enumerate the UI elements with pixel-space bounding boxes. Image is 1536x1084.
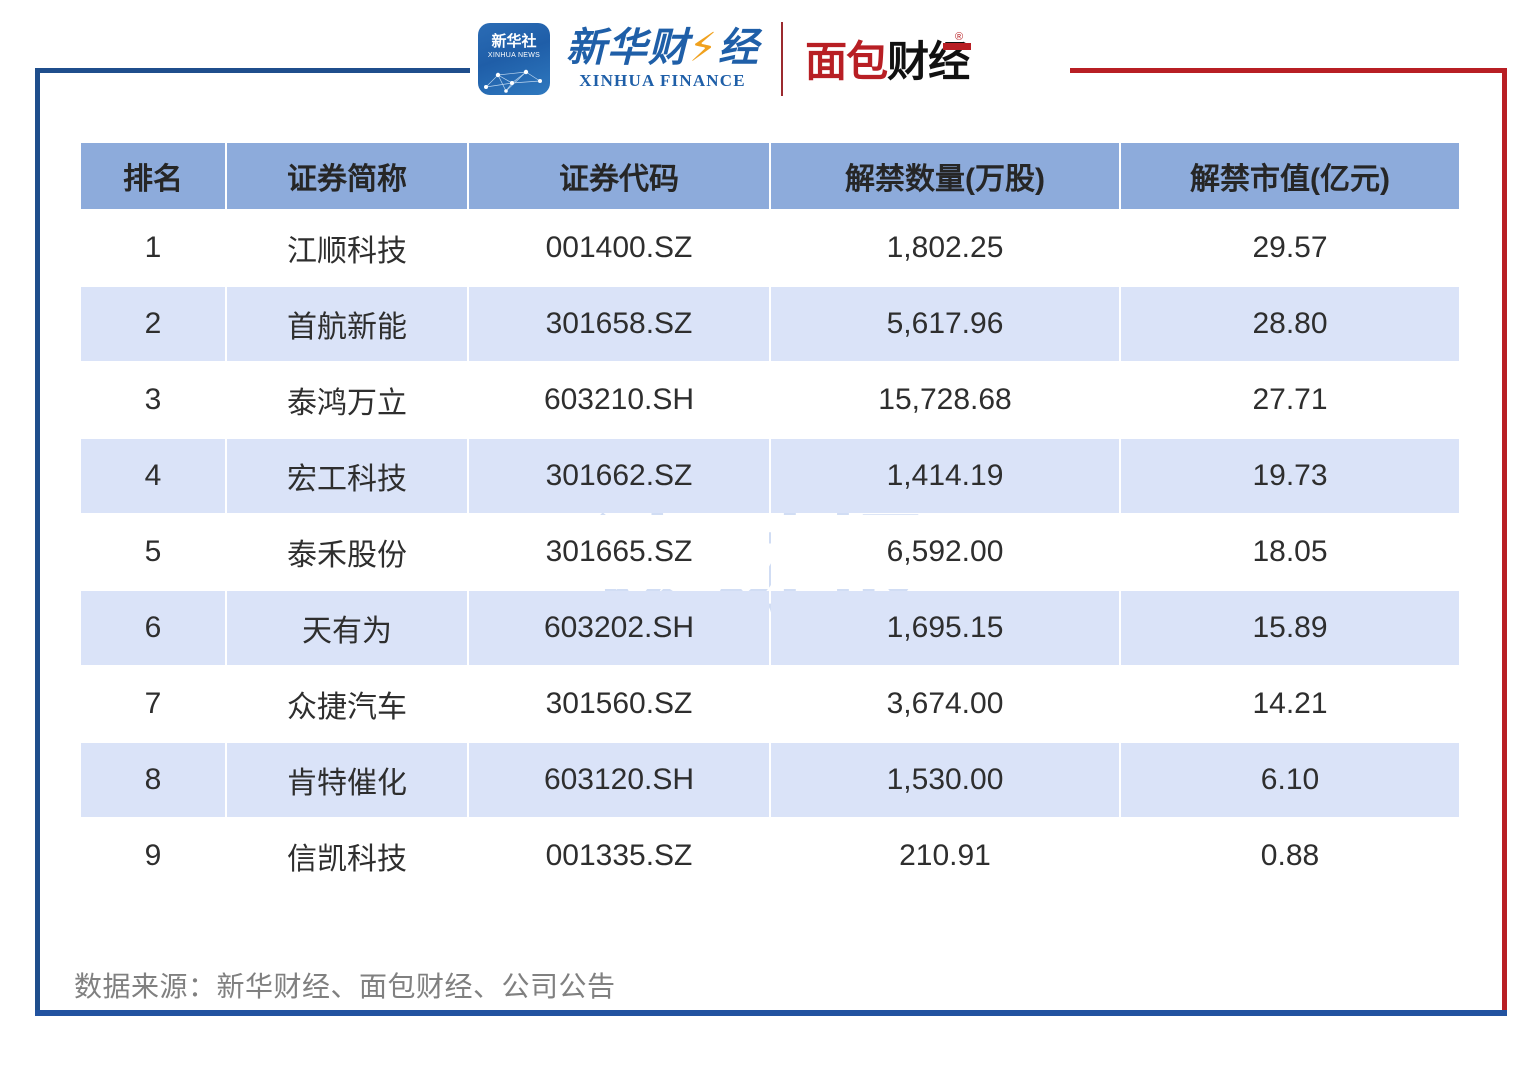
brand-divider — [781, 22, 784, 96]
xinhua-news-logo-title: 新华社 — [491, 33, 537, 50]
data-source-note: 数据来源：新华财经、面包财经、公司公告 — [74, 971, 616, 1002]
cell-shares: 15,728.68 — [771, 363, 1119, 437]
xinhua-finance-cn-b: 财 — [648, 25, 689, 71]
brand-header: 新华社 XINHUA NEWS — [470, 4, 1070, 114]
cell-shares: 1,802.25 — [771, 211, 1119, 285]
xinhua-finance-logo: 新华财⚡经 XINHUA FINANCE — [566, 27, 759, 91]
cell-rank: 8 — [81, 743, 225, 817]
frame-top-left-blue — [35, 68, 480, 73]
cell-shares: 6,592.00 — [771, 515, 1119, 589]
xinhua-news-logo-subtitle: XINHUA NEWS — [487, 52, 541, 59]
cell-value: 27.71 — [1121, 363, 1459, 437]
cell-name: 宏工科技 — [227, 439, 467, 513]
table-row: 4 宏工科技 301662.SZ 1,414.19 19.73 — [81, 439, 1459, 513]
cell-value: 29.57 — [1121, 211, 1459, 285]
cell-name: 天有为 — [227, 591, 467, 665]
table-row: 1 江顺科技 001400.SZ 1,802.25 29.57 — [81, 211, 1459, 285]
xinhua-finance-cn-a: 新华 — [566, 25, 648, 71]
table-row: 5 泰禾股份 301665.SZ 6,592.00 18.05 — [81, 515, 1459, 589]
mianbao-cn-a: 面包 — [805, 37, 888, 86]
mianbao-finance-logo: 面包财经 ® — [805, 31, 972, 86]
table-header-row: 排名 证券简称 证券代码 解禁数量(万股) 解禁市值(亿元) — [81, 143, 1459, 209]
xinhua-news-logo: 新华社 XINHUA NEWS — [478, 23, 550, 95]
cell-rank: 6 — [81, 591, 225, 665]
column-header-shares: 解禁数量(万股) — [771, 143, 1119, 209]
unlock-data-table: 排名 证券简称 证券代码 解禁数量(万股) 解禁市值(亿元) 1 江顺科技 0014… — [79, 141, 1459, 895]
cell-code: 301665.SZ — [469, 515, 769, 589]
cell-shares: 3,674.00 — [771, 667, 1119, 741]
table-row: 7 众捷汽车 301560.SZ 3,674.00 14.21 — [81, 667, 1459, 741]
cell-rank: 7 — [81, 667, 225, 741]
cell-value: 14.21 — [1121, 667, 1459, 741]
cell-code: 001400.SZ — [469, 211, 769, 285]
frame-left-blue — [35, 68, 40, 1016]
cell-rank: 3 — [81, 363, 225, 437]
cell-rank: 5 — [81, 515, 225, 589]
table-body: 1 江顺科技 001400.SZ 1,802.25 29.57 2 首航新能 301658.… — [81, 211, 1459, 893]
xinhua-finance-logo-cn: 新华财⚡经 — [566, 27, 759, 69]
content-frame — [35, 68, 1507, 1016]
cell-value: 0.88 — [1121, 819, 1459, 893]
cell-rank: 4 — [81, 439, 225, 513]
cell-shares: 5,617.96 — [771, 287, 1119, 361]
cell-rank: 2 — [81, 287, 225, 361]
registered-mark-icon: ® — [955, 31, 964, 43]
cell-code: 301658.SZ — [469, 287, 769, 361]
xinhua-finance-logo-en: XINHUA FINANCE — [579, 71, 746, 90]
frame-right-red — [1502, 68, 1507, 1016]
table-row: 6 天有为 603202.SH 1,695.15 15.89 — [81, 591, 1459, 665]
cell-name: 肯特催化 — [227, 743, 467, 817]
column-header-rank: 排名 — [81, 143, 225, 209]
frame-top-right-red — [1070, 68, 1507, 73]
table-row: 9 信凯科技 001335.SZ 210.91 0.88 — [81, 819, 1459, 893]
table-row: 8 肯特催化 603120.SH 1,530.00 6.10 — [81, 743, 1459, 817]
cell-shares: 1,530.00 — [771, 743, 1119, 817]
network-graphic-icon — [484, 69, 542, 93]
cell-code: 603120.SH — [469, 743, 769, 817]
cell-name: 泰禾股份 — [227, 515, 467, 589]
frame-bottom-blue — [35, 1010, 1507, 1016]
column-header-code: 证券代码 — [469, 143, 769, 209]
cell-value: 18.05 — [1121, 515, 1459, 589]
column-header-value: 解禁市值(亿元) — [1121, 143, 1459, 209]
column-header-name: 证券简称 — [227, 143, 467, 209]
xinhua-finance-cn-c: 经 — [718, 25, 760, 71]
cell-code: 301662.SZ — [469, 439, 769, 513]
cell-name: 信凯科技 — [227, 819, 467, 893]
cell-code: 301560.SZ — [469, 667, 769, 741]
cell-code: 603202.SH — [469, 591, 769, 665]
cell-shares: 1,414.19 — [771, 439, 1119, 513]
cell-name: 泰鸿万立 — [227, 363, 467, 437]
cell-name: 江顺科技 — [227, 211, 467, 285]
lightning-icon: ⚡ — [689, 25, 719, 71]
cell-name: 众捷汽车 — [227, 667, 467, 741]
cell-value: 15.89 — [1121, 591, 1459, 665]
cell-rank: 9 — [81, 819, 225, 893]
cell-value: 28.80 — [1121, 287, 1459, 361]
cell-value: 19.73 — [1121, 439, 1459, 513]
cell-shares: 210.91 — [771, 819, 1119, 893]
table-row: 2 首航新能 301658.SZ 5,617.96 28.80 — [81, 287, 1459, 361]
cell-shares: 1,695.15 — [771, 591, 1119, 665]
cell-name: 首航新能 — [227, 287, 467, 361]
mianbao-accent-bar — [943, 43, 972, 50]
cell-code: 001335.SZ — [469, 819, 769, 893]
cell-code: 603210.SH — [469, 363, 769, 437]
cell-value: 6.10 — [1121, 743, 1459, 817]
table-row: 3 泰鸿万立 603210.SH 15,728.68 27.71 — [81, 363, 1459, 437]
cell-rank: 1 — [81, 211, 225, 285]
